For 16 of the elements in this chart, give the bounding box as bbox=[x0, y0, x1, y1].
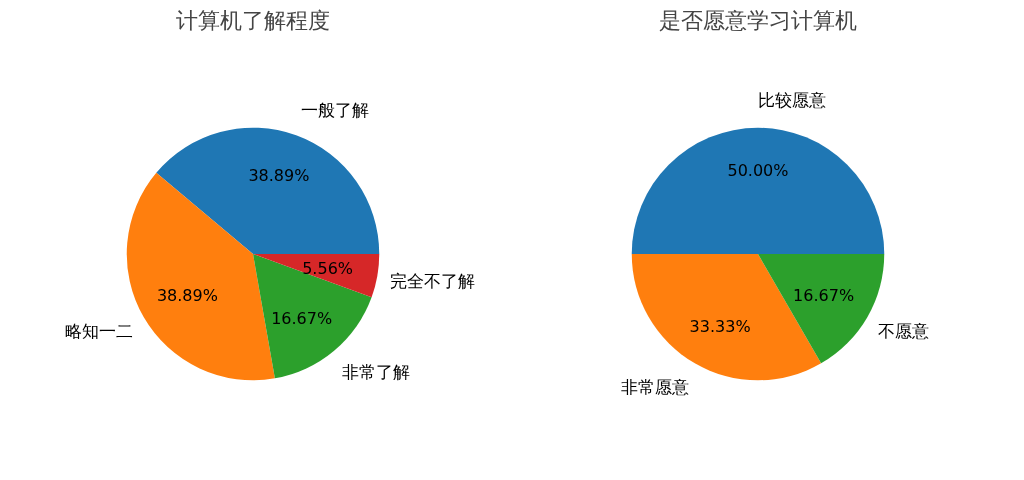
chart-title: 是否愿意学习计算机 bbox=[659, 7, 857, 33]
slice-label: 略知一二 bbox=[64, 320, 133, 341]
slice-label: 非常愿意 bbox=[620, 377, 689, 398]
slice-label: 完全不了解 bbox=[389, 270, 475, 291]
data-label: 38.89% bbox=[156, 286, 218, 306]
data-label: 16.67% bbox=[271, 308, 333, 328]
data-label: 5.56% bbox=[302, 259, 354, 279]
slice-label: 非常了解 bbox=[342, 361, 411, 382]
slice-label: 不愿意 bbox=[878, 320, 930, 341]
data-label: 33.33% bbox=[689, 317, 751, 337]
chart-title: 计算机了解程度 bbox=[176, 7, 330, 33]
slice-label: 比较愿意 bbox=[758, 90, 826, 111]
slice-label: 一般了解 bbox=[300, 99, 369, 120]
data-label: 50.00% bbox=[727, 160, 789, 180]
data-label: 38.89% bbox=[248, 165, 310, 185]
data-label: 16.67% bbox=[793, 286, 855, 306]
